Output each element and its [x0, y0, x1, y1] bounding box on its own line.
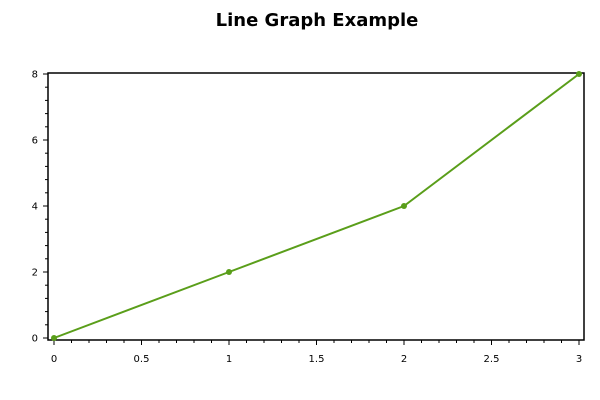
x-tick-label: 2.5: [484, 354, 500, 365]
series-lines: [53, 73, 580, 339]
data-point: [576, 71, 582, 77]
y-tick-label: 4: [32, 202, 38, 213]
plot-frame: [47, 72, 585, 341]
series-points: [51, 71, 582, 341]
x-minor-ticks: [53, 340, 580, 345]
data-point: [226, 269, 232, 275]
data-point: [401, 203, 407, 209]
y-minor-ticks: [43, 73, 48, 339]
x-tick-label: 3: [576, 354, 582, 365]
y-tick-label: 6: [32, 136, 38, 147]
x-axis-ticks: 0 0.5 1 1.5 2 2.5 3: [51, 354, 582, 365]
x-tick-label: 0: [51, 354, 57, 365]
y-tick-label: 8: [32, 70, 38, 81]
data-point: [51, 335, 57, 341]
x-tick-label: 0.5: [134, 354, 150, 365]
y-axis-ticks: 0 2 4 6 8: [32, 70, 38, 345]
y-tick-label: 2: [32, 268, 38, 279]
x-tick-label: 1.5: [309, 354, 325, 365]
x-tick-label: 1: [226, 354, 232, 365]
series-line: [53, 73, 580, 339]
y-tick-label: 0: [32, 334, 38, 345]
chart-title: Line Graph Example: [215, 10, 419, 31]
x-tick-label: 2: [401, 354, 407, 365]
